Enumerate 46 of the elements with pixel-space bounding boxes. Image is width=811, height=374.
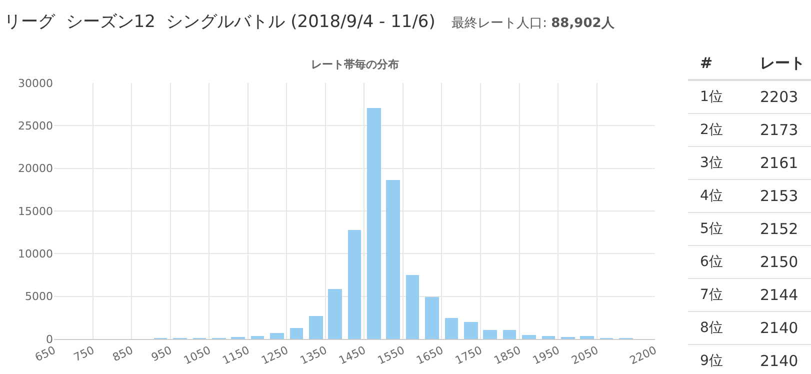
y-tick-label: 25000 [18, 120, 53, 133]
x-tick-label: 1350 [298, 344, 330, 368]
x-tick-label: 1950 [530, 344, 562, 368]
text: 2150 [760, 253, 798, 271]
text: 1位 [700, 89, 723, 105]
text: 2161 [760, 154, 798, 172]
text: 9位 [700, 353, 723, 369]
text: 3位 [700, 155, 723, 171]
text: 6位 [700, 254, 723, 270]
text: 2140 [760, 352, 798, 370]
y-tick-label: 0 [46, 332, 53, 346]
x-tick-label: 650 [33, 344, 58, 364]
chart-subtitle: 最終レート人口: 88,902人 [452, 16, 616, 31]
text: 7位 [700, 287, 723, 303]
x-tick-label: 2050 [570, 344, 600, 368]
x-tick-label: 1650 [414, 344, 446, 368]
text: 4位 [700, 188, 723, 204]
x-tick-label: 1150 [220, 344, 252, 368]
y-tick-label: 20000 [18, 162, 53, 176]
x-tick-label: 950 [149, 344, 174, 364]
text: レート帯毎の分布 [311, 58, 399, 71]
text: 2173 [760, 121, 798, 139]
text: 2203 [760, 88, 798, 106]
text: 2140 [760, 319, 798, 337]
text: # [700, 54, 713, 72]
x-tick-label: 850 [110, 344, 136, 364]
y-tick-label: 10000 [18, 248, 53, 261]
text: 5位 [700, 221, 723, 237]
y-tick-label: 5000 [25, 290, 53, 304]
x-tick-label: 1050 [182, 344, 213, 368]
x-tick-label: 1550 [376, 344, 407, 368]
x-tick-label: 1850 [492, 344, 523, 368]
y-tick-label: 15000 [18, 204, 53, 218]
x-tick-label: 1450 [336, 344, 368, 368]
x-tick-label: 1750 [453, 344, 484, 368]
y-tick-label: 30000 [18, 76, 53, 90]
chart-title: リーグ シーズン12 シングルバトル (2018/9/4 - 11/6) [4, 12, 436, 32]
text: 2144 [760, 286, 798, 304]
text: 2位 [700, 122, 723, 138]
x-tick-label: 750 [72, 344, 96, 364]
x-tick-label: 2200 [628, 344, 659, 368]
text: レート [760, 54, 805, 72]
text: 8位 [700, 320, 723, 336]
text: 2153 [760, 187, 798, 205]
text: 2152 [760, 220, 798, 238]
x-tick-label: 1250 [259, 344, 290, 368]
